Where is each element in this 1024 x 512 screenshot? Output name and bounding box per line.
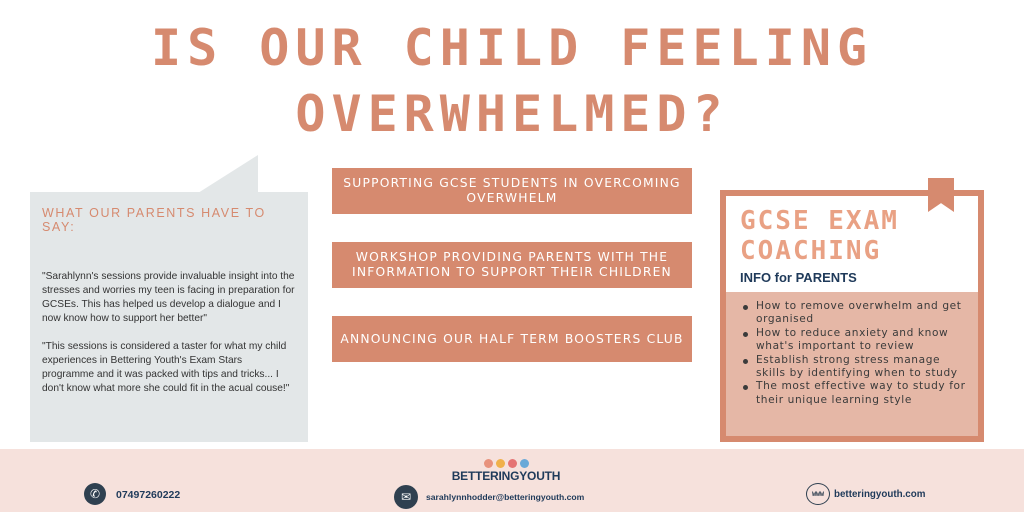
email-address[interactable]: sarahlynnhodder@betteringyouth.com	[426, 492, 585, 502]
list-item: How to remove overwhelm and get organise…	[742, 300, 968, 327]
testimonial-heading: WHAT OUR PARENTS HAVE TO SAY:	[42, 206, 266, 234]
logo-mark-icon	[446, 459, 566, 468]
card-subtitle: INFO for PARENTS	[740, 270, 857, 285]
coaching-info-card: GCSE EXAM COACHING INFO for PARENTS How …	[720, 190, 984, 442]
list-item: The most effective way to study for thei…	[742, 380, 968, 407]
globe-icon: WWW	[806, 483, 830, 505]
website-link[interactable]: betteringyouth.com	[834, 489, 926, 500]
speech-bubble-tail	[198, 155, 258, 193]
card-bullet-list: How to remove overwhelm and get organise…	[742, 300, 968, 407]
list-item: Establish strong stress manage skills by…	[742, 354, 968, 381]
banner-boosters-club: ANNOUNCING OUR HALF TERM BOOSTERS CLUB	[332, 316, 692, 362]
mail-icon: ✉	[394, 485, 418, 509]
list-item: How to reduce anxiety and know what's im…	[742, 327, 968, 354]
testimonial-quote: "This sessions is considered a taster fo…	[42, 341, 290, 394]
headline-line-1: IS OUR CHILD FEELING	[150, 19, 874, 77]
logo-text: BETTERINGYOUTH	[451, 469, 561, 483]
card-header: GCSE EXAM COACHING INFO for PARENTS	[726, 196, 978, 292]
banner-parent-workshop: WORKSHOP PROVIDING PARENTS WITH THE INFO…	[332, 242, 692, 288]
testimonial-quote: "Sarahlynn's sessions provide invaluable…	[42, 271, 295, 324]
phone-icon: ✆	[84, 483, 106, 505]
testimonial-box: WHAT OUR PARENTS HAVE TO SAY: "Sarahlynn…	[30, 192, 308, 442]
brand-logo: BETTERINGYOUTH	[446, 459, 566, 483]
card-title: GCSE EXAM COACHING	[740, 206, 899, 266]
card-title-line-2: COACHING	[740, 236, 882, 266]
phone-number[interactable]: 07497260222	[116, 489, 181, 501]
banner-supporting-students: SUPPORTING GCSE STUDENTS IN OVERCOMING O…	[332, 168, 692, 214]
headline-line-2: OVERWHELMED?	[295, 85, 729, 143]
card-title-line-1: GCSE EXAM	[740, 206, 899, 236]
footer: ✆ 07497260222 BETTERINGYOUTH ✉ sarahlynn…	[0, 449, 1024, 512]
